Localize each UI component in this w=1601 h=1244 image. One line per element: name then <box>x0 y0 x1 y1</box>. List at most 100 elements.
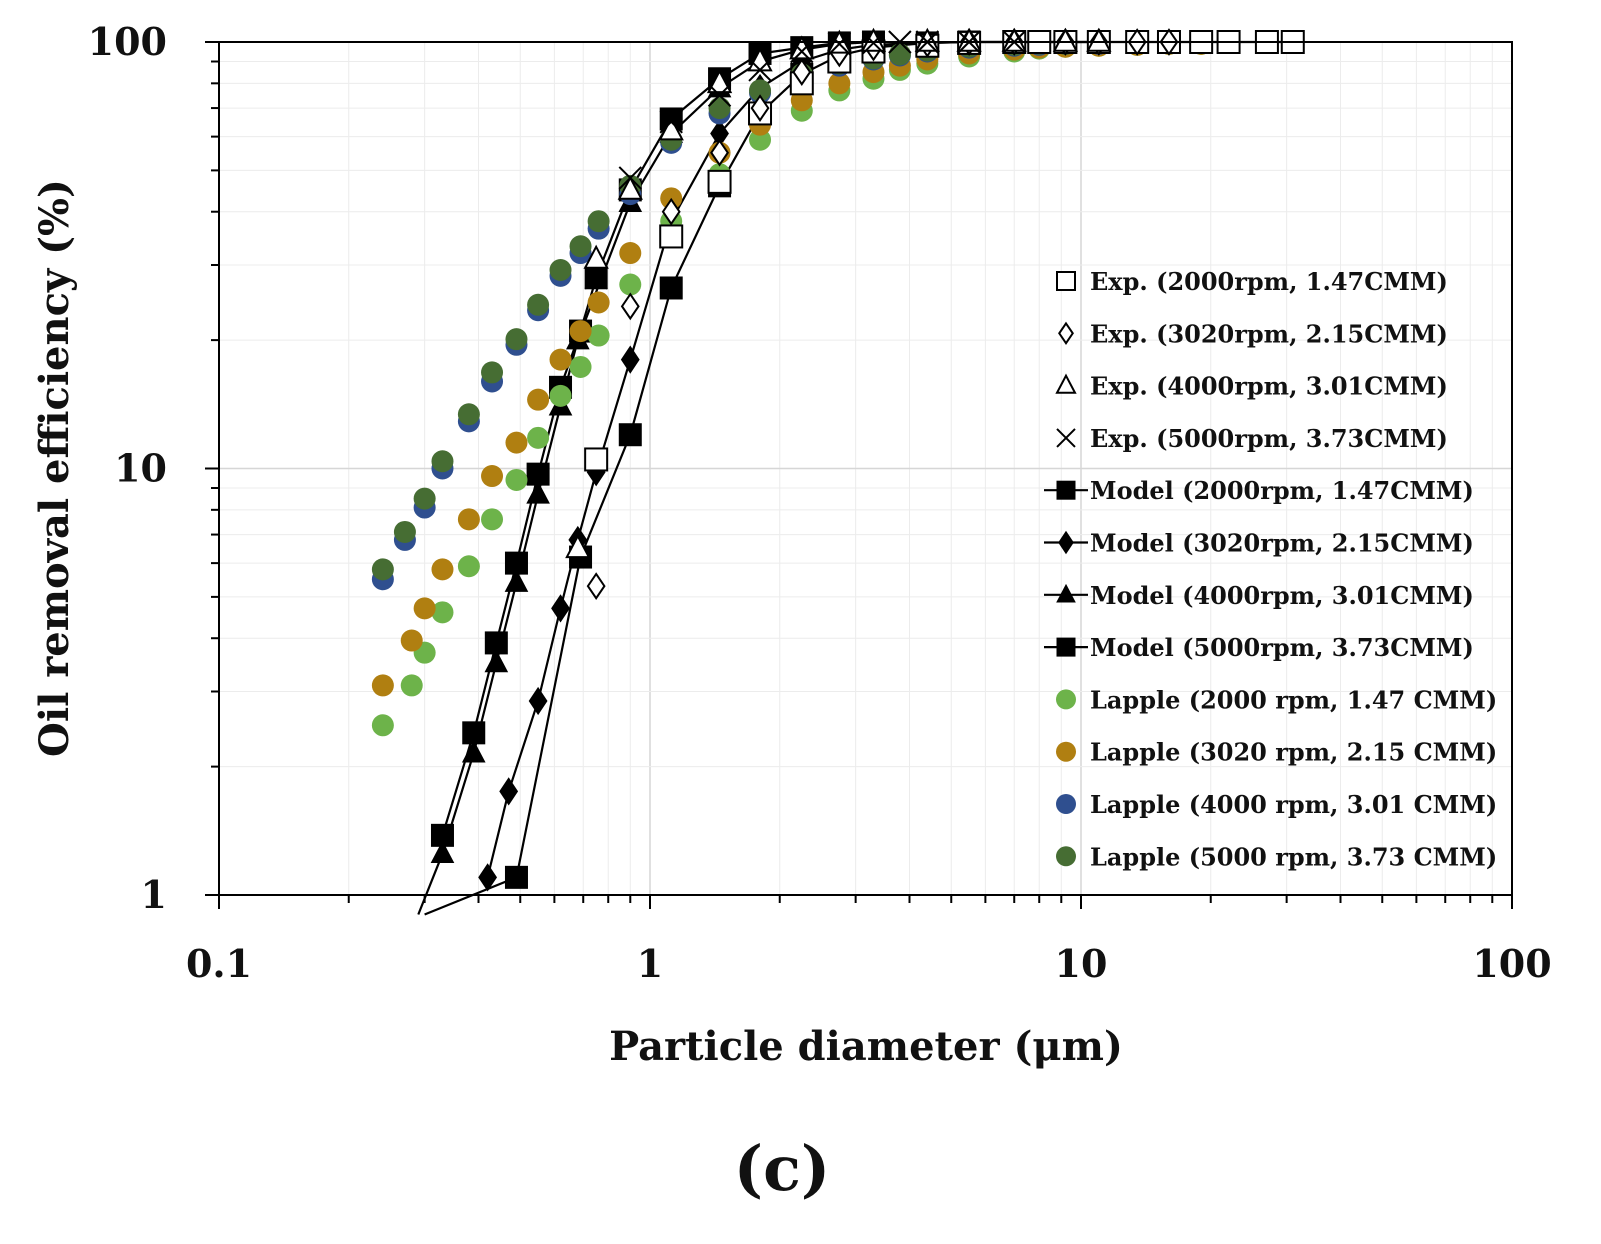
series-11-point <box>481 361 504 384</box>
legend-marker <box>1056 480 1076 500</box>
series-10-markers <box>371 31 1304 591</box>
series-3-point <box>707 83 732 107</box>
legend-marker <box>1056 637 1076 657</box>
series-11-point <box>505 328 528 351</box>
series-3-point <box>659 110 683 134</box>
series-5-markers <box>478 27 1109 892</box>
series-2-point <box>956 27 982 52</box>
series-4-point <box>504 865 528 889</box>
legend-item: Lapple (3020 rpm, 2.15 CMM) <box>1056 738 1497 767</box>
series-5-point <box>551 594 570 623</box>
series-11-point <box>549 259 572 282</box>
legend-marker <box>1055 373 1077 394</box>
series-8-point <box>549 384 572 407</box>
series-1-point <box>710 138 730 167</box>
series-9-point <box>505 431 528 454</box>
series-7-point <box>526 462 550 486</box>
series-11-point <box>431 450 454 473</box>
series-8-point <box>749 128 772 151</box>
series-2-point <box>789 35 815 60</box>
legend-item: Lapple (4000 rpm, 3.01 CMM) <box>1056 790 1497 819</box>
series-5-point <box>478 863 498 892</box>
series-7-point <box>504 551 528 575</box>
series-2-point <box>1001 27 1027 52</box>
series-3-point <box>618 166 642 190</box>
series-3-point <box>748 58 772 82</box>
series-1-point <box>792 58 812 86</box>
series-9-point <box>431 558 454 581</box>
legend-marker <box>1056 689 1076 710</box>
series-2-point <box>914 27 940 52</box>
series-0-point <box>584 447 609 472</box>
series-11-point <box>413 487 436 510</box>
legend-marker <box>1056 794 1076 814</box>
series-0-point <box>707 169 732 194</box>
series-11-point <box>371 558 394 581</box>
series-2-point <box>658 116 684 141</box>
series-8-point <box>481 508 504 531</box>
legend-item: Model (4000rpm, 3.01CMM) <box>1044 581 1474 610</box>
legend-label: Exp. (4000rpm, 3.01CMM) <box>1090 372 1448 401</box>
y-axis-label: Oil removal efficiency (%) <box>31 179 78 757</box>
series-2-point <box>860 27 887 52</box>
series-8-point <box>457 555 480 578</box>
series-2-point <box>565 534 591 559</box>
series-3-point <box>584 266 608 290</box>
series-8-point <box>569 355 592 378</box>
legend-label: Lapple (4000 rpm, 3.01 CMM) <box>1090 790 1497 819</box>
series-1-point <box>661 197 681 226</box>
series-5-line <box>486 40 1099 878</box>
series-11-point <box>457 403 480 426</box>
legend-label: Lapple (5000 rpm, 3.73 CMM) <box>1090 842 1497 871</box>
legend-item: Lapple (2000 rpm, 1.47 CMM) <box>1056 685 1497 714</box>
y-tick-label: 1 <box>141 872 167 917</box>
legend-label: Model (4000rpm, 3.01CMM) <box>1090 581 1474 610</box>
series-2-point <box>1052 27 1079 52</box>
series-1-point <box>620 292 640 321</box>
legend-marker <box>1056 741 1076 762</box>
series-8-point <box>587 324 610 347</box>
series-9-point <box>457 508 480 531</box>
series-9-point <box>587 291 610 314</box>
x-tick-label: 0.1 <box>186 941 252 986</box>
series-8-point <box>400 674 423 697</box>
legend-marker <box>1056 583 1076 603</box>
series-8-point <box>371 714 394 737</box>
legend-item: Exp. (5000rpm, 3.73CMM) <box>1056 424 1448 453</box>
series-4-point <box>659 276 683 300</box>
series-6-point <box>484 649 509 673</box>
y-tick-label: 10 <box>114 446 167 491</box>
legend-item: Model (2000rpm, 1.47CMM) <box>1044 476 1474 505</box>
series-7-point <box>462 721 486 745</box>
legend-label: Exp. (3020rpm, 2.15CMM) <box>1090 319 1448 348</box>
legend-label: Model (5000rpm, 3.73CMM) <box>1090 633 1474 662</box>
series-11-point <box>749 79 772 102</box>
series-11-point <box>587 210 610 233</box>
legend-item: Exp. (3020rpm, 2.15CMM) <box>1058 319 1448 348</box>
series-9-point <box>400 629 423 652</box>
y-tick-label: 100 <box>88 19 167 64</box>
series-9-point <box>527 388 550 411</box>
series-11-point <box>393 520 416 543</box>
series-7-point <box>484 631 508 655</box>
series-1-point <box>586 572 606 600</box>
legend-item: Exp. (4000rpm, 3.01CMM) <box>1055 372 1448 401</box>
legend-marker <box>1056 428 1076 448</box>
series-7-point <box>430 823 454 847</box>
series-5-point <box>620 345 640 374</box>
series-11-point <box>527 293 550 316</box>
legend-label: Exp. (5000rpm, 3.73CMM) <box>1090 424 1448 453</box>
legend-label: Lapple (2000 rpm, 1.47 CMM) <box>1090 685 1497 714</box>
legend-marker <box>1056 271 1076 291</box>
legend-marker <box>1056 846 1076 867</box>
series-6-point <box>461 740 486 763</box>
legend-label: Model (3020rpm, 2.15CMM) <box>1090 529 1474 558</box>
series-7-markers <box>430 30 885 847</box>
legend-marker <box>1058 530 1074 555</box>
series-6-point <box>504 569 529 592</box>
series-0-point <box>659 224 684 249</box>
series-9-point <box>549 348 572 371</box>
x-tick-label: 100 <box>1472 941 1551 986</box>
series-0-markers <box>584 30 1305 472</box>
